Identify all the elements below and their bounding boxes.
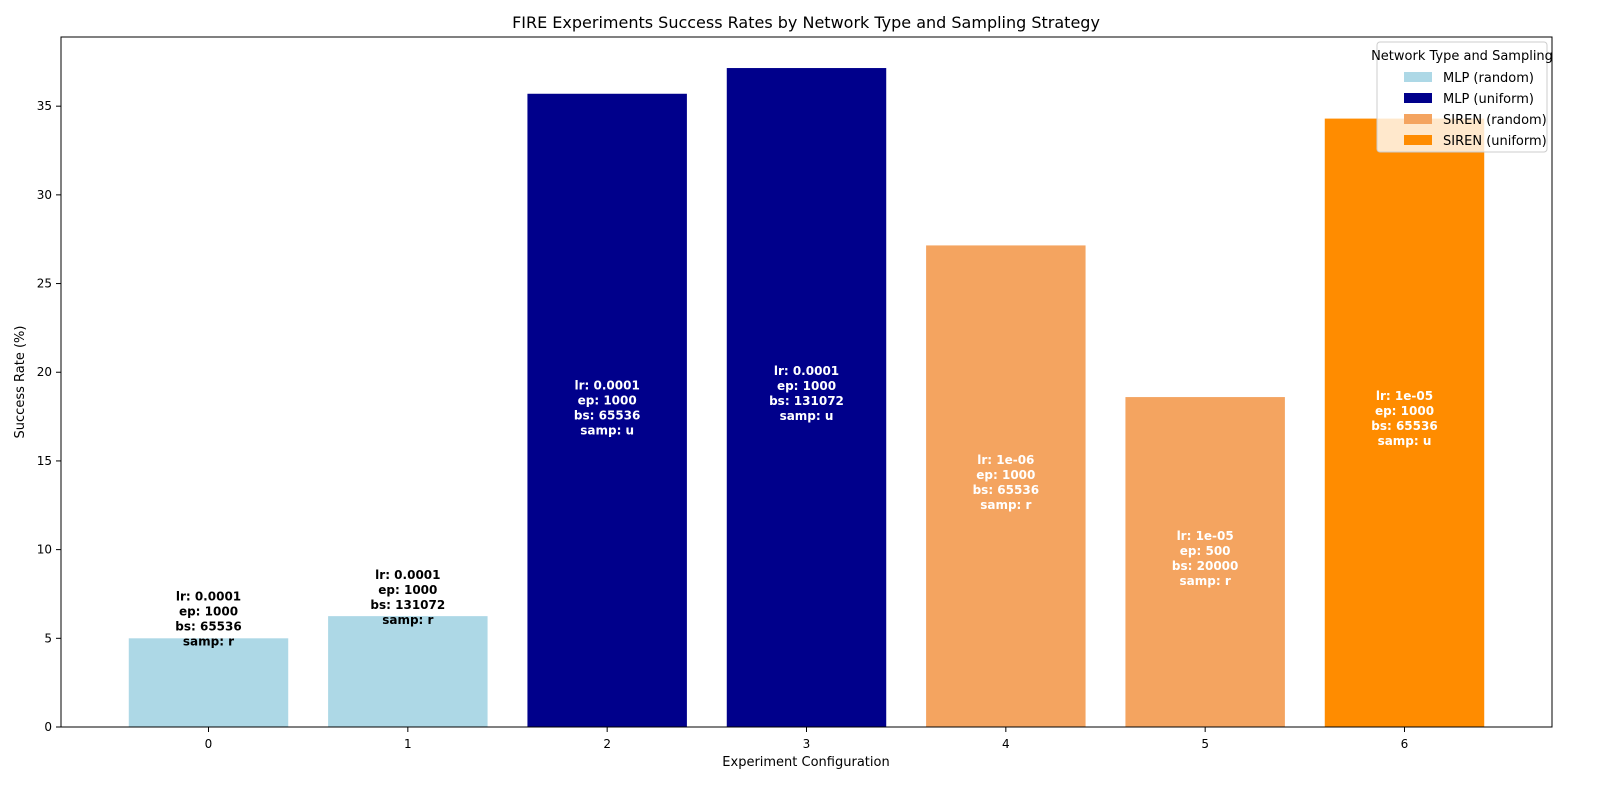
- y-tick-label: 20: [37, 365, 52, 379]
- bar-5: [1125, 397, 1285, 727]
- y-axis-label: Success Rate (%): [13, 326, 28, 439]
- bar-label-line: bs: 131072: [370, 598, 445, 612]
- bar-label-line: lr: 0.0001: [575, 378, 640, 392]
- x-tick-label: 6: [1401, 737, 1409, 751]
- bar-label-line: samp: u: [780, 409, 834, 423]
- x-tick-label: 3: [803, 737, 811, 751]
- x-tick-label: 0: [205, 737, 213, 751]
- bar-label-line: bs: 65536: [1371, 419, 1437, 433]
- legend-title: Network Type and Sampling: [1371, 49, 1553, 64]
- chart-title: FIRE Experiments Success Rates by Networ…: [512, 13, 1100, 32]
- bar-label-line: bs: 65536: [175, 619, 241, 633]
- legend: Network Type and Sampling MLP (random) MLP…: [1371, 41, 1553, 153]
- bar-label-line: samp: r: [980, 498, 1031, 512]
- bar-label-4: lr: 1e-06 ep: 1000 bs: 65536 samp: r: [973, 453, 1039, 512]
- bar-label-line: ep: 1000: [179, 604, 238, 618]
- legend-entry: MLP (random): [1443, 71, 1534, 86]
- legend-box: [1376, 41, 1548, 153]
- y-tick-label: 25: [37, 277, 52, 291]
- y-tick-label: 5: [44, 631, 52, 645]
- bars-layer: [128, 68, 1485, 728]
- bar-3: [726, 68, 887, 727]
- bar-label-line: lr: 1e-05: [1177, 529, 1234, 543]
- legend-swatch: [1404, 135, 1432, 145]
- bar-label-line: ep: 1000: [378, 583, 437, 597]
- y-tick-label: 0: [44, 720, 52, 734]
- bar-label-line: samp: r: [1180, 574, 1231, 588]
- x-axis-label: Experiment Configuration: [722, 755, 889, 770]
- bar-label-line: bs: 65536: [973, 483, 1039, 497]
- legend-swatch: [1404, 114, 1432, 124]
- legend-entry: SIREN (random): [1443, 113, 1547, 128]
- bar-label-line: ep: 1000: [1375, 404, 1434, 418]
- x-tick-label: 4: [1002, 737, 1010, 751]
- bar-label-line: lr: 1e-05: [1376, 389, 1433, 403]
- y-tick-label: 10: [37, 543, 52, 557]
- y-axis: 0 5 10 15 20 25 30 35: [37, 99, 61, 734]
- legend-entry: SIREN (uniform): [1443, 134, 1547, 149]
- bar-label-line: lr: 0.0001: [774, 364, 839, 378]
- bar-label-line: ep: 1000: [976, 468, 1035, 482]
- bar-label-3: lr: 0.0001 ep: 1000 bs: 131072 samp: u: [769, 364, 844, 423]
- bar-label-line: lr: 0.0001: [375, 568, 440, 582]
- bar-6: [1324, 118, 1485, 728]
- bar-4: [926, 245, 1086, 728]
- x-tick-label: 2: [603, 737, 611, 751]
- legend-entry: MLP (uniform): [1443, 92, 1534, 107]
- bar-label-6: lr: 1e-05 ep: 1000 bs: 65536 samp: u: [1371, 389, 1437, 448]
- bar-label-line: samp: u: [580, 423, 634, 437]
- bar-label-1: lr: 0.0001 ep: 1000 bs: 131072 samp: r: [370, 568, 445, 627]
- y-tick-label: 35: [37, 99, 52, 113]
- x-axis: 0 1 2 3 4 5 6: [205, 727, 1409, 751]
- bar-0: [128, 638, 289, 727]
- y-tick-label: 15: [37, 454, 52, 468]
- x-tick-label: 1: [404, 737, 412, 751]
- bar-labels-layer: lr: 0.0001 ep: 1000 bs: 65536 samp: rlr: 0.…: [175, 364, 1437, 648]
- legend-swatch: [1404, 93, 1432, 103]
- bar-label-line: ep: 500: [1180, 544, 1231, 558]
- bar-1: [328, 616, 488, 727]
- bar-label-line: lr: 1e-06: [977, 453, 1034, 467]
- bar-label-line: lr: 0.0001: [176, 589, 241, 603]
- bar-label-5: lr: 1e-05 ep: 500 bs: 20000 samp: r: [1172, 529, 1238, 588]
- bar-label-line: bs: 20000: [1172, 559, 1238, 573]
- bar-label-line: ep: 1000: [578, 393, 637, 407]
- bar-label-line: ep: 1000: [777, 379, 836, 393]
- bar-label-2: lr: 0.0001 ep: 1000 bs: 65536 samp: u: [574, 378, 640, 437]
- x-tick-label: 5: [1201, 737, 1209, 751]
- y-tick-label: 30: [37, 188, 52, 202]
- bar-label-line: bs: 65536: [574, 408, 640, 422]
- bar-label-line: bs: 131072: [769, 394, 844, 408]
- bar-label-line: samp: u: [1378, 434, 1432, 448]
- bar-label-line: samp: r: [183, 634, 234, 648]
- legend-swatch: [1404, 72, 1432, 82]
- bar-label-line: samp: r: [382, 613, 433, 627]
- bar-label-0: lr: 0.0001 ep: 1000 bs: 65536 samp: r: [175, 589, 241, 648]
- bar-2: [527, 93, 687, 727]
